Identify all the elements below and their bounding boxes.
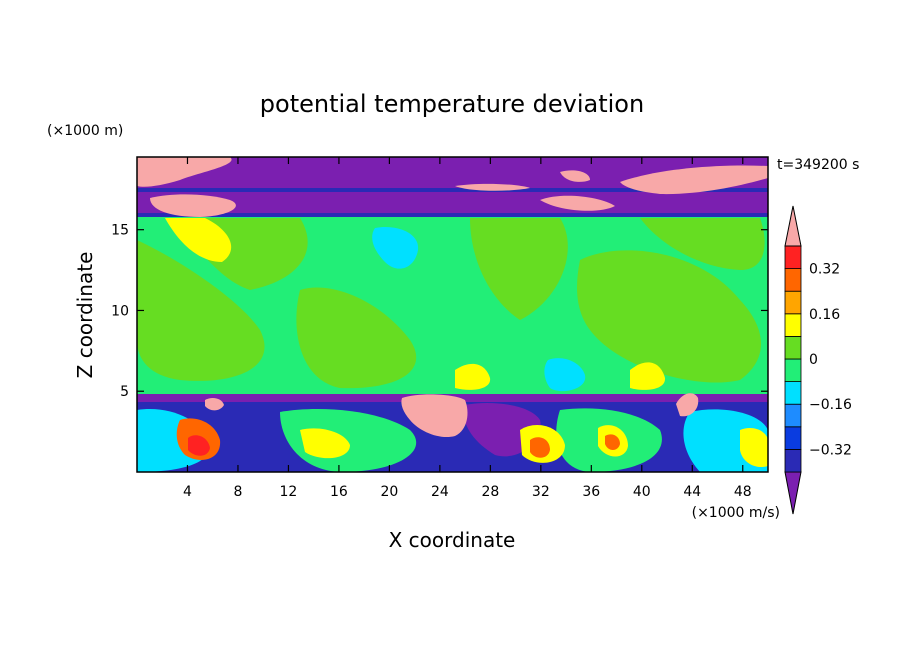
warm-patch xyxy=(455,363,491,390)
plot-area xyxy=(137,157,768,472)
colorbar-label: 0.16 xyxy=(809,307,840,323)
chart-title: potential temperature deviation xyxy=(260,90,644,118)
colorbar-swatch xyxy=(784,268,802,292)
boundary-patch xyxy=(300,428,350,459)
boundary-patch xyxy=(605,434,620,450)
warm-patch xyxy=(165,218,232,262)
colorbar-swatch xyxy=(784,358,802,383)
colorbar-swatch xyxy=(784,448,802,473)
colorbar-swatch xyxy=(784,335,802,360)
negative-patch xyxy=(544,358,586,392)
colorbar-swatch xyxy=(784,426,802,450)
boundary-patch xyxy=(205,397,224,411)
pink-cloud xyxy=(150,194,236,217)
boundary-patch xyxy=(188,435,210,456)
boundary-patch xyxy=(401,394,468,438)
pink-cloud xyxy=(620,165,768,195)
x-tick-label: 36 xyxy=(582,484,600,500)
stratosphere-stripe xyxy=(137,188,768,192)
positive-patch xyxy=(470,218,568,320)
colorbar-label: 0.32 xyxy=(809,262,840,278)
boundary-patch xyxy=(530,437,550,458)
positive-patch xyxy=(640,218,765,270)
boundary-patch xyxy=(280,409,417,472)
positive-patch xyxy=(296,287,417,389)
y-tick-label: 10 xyxy=(111,303,129,319)
x-tick-label: 48 xyxy=(734,484,752,500)
negative-patch xyxy=(372,226,419,269)
pink-cloud xyxy=(540,195,615,211)
x-axis: 4 8 12 16 20 24 28 32 36 40 44 48 xyxy=(183,157,752,500)
y-axis-label: Z coordinate xyxy=(73,252,97,379)
colorbar-swatch xyxy=(784,381,802,405)
boundary-patch xyxy=(740,428,768,468)
x-tick-label: 24 xyxy=(431,484,449,500)
y-unit-label: (×1000 m) xyxy=(47,123,123,139)
x-tick-label: 28 xyxy=(481,484,499,500)
x-axis-label: X coordinate xyxy=(389,528,516,552)
time-label: t=349200 s xyxy=(777,157,859,173)
colorbar-max-extend xyxy=(784,205,802,247)
x-tick-label: 16 xyxy=(330,484,348,500)
tropopause-line xyxy=(137,213,768,217)
x-tick-label: 8 xyxy=(233,484,242,500)
x-tick-label: 40 xyxy=(633,484,651,500)
y-axis: 5 10 15 xyxy=(111,223,768,400)
boundary-patch xyxy=(676,393,699,417)
colorbar-min-extend xyxy=(784,471,802,515)
pink-cloud xyxy=(455,183,530,191)
x-tick-label: 32 xyxy=(532,484,550,500)
x-tick-label: 44 xyxy=(683,484,701,500)
colorbar-swatch xyxy=(784,245,802,270)
colorbar-label: 0 xyxy=(809,352,818,368)
colorbar-swatch xyxy=(784,290,802,315)
warm-patch xyxy=(630,362,666,390)
x-tick-label: 20 xyxy=(380,484,398,500)
positive-patch xyxy=(577,250,761,383)
colorbar: 0.32 0.16 0 −0.16 −0.32 xyxy=(784,205,852,515)
colorbar-label: −0.16 xyxy=(809,397,852,413)
pink-cloud xyxy=(137,157,232,187)
x-unit-label: (×1000 m/s) xyxy=(692,505,780,521)
y-tick-label: 15 xyxy=(111,223,129,239)
positive-patch xyxy=(137,240,265,381)
colorbar-label: −0.32 xyxy=(809,442,852,458)
x-tick-label: 12 xyxy=(280,484,298,500)
pink-cloud xyxy=(560,170,590,182)
plot-frame xyxy=(136,156,769,473)
x-tick-label: 4 xyxy=(183,484,192,500)
colorbar-swatch xyxy=(784,313,802,337)
colorbar-swatch xyxy=(784,403,802,428)
y-tick-label: 5 xyxy=(120,384,129,400)
